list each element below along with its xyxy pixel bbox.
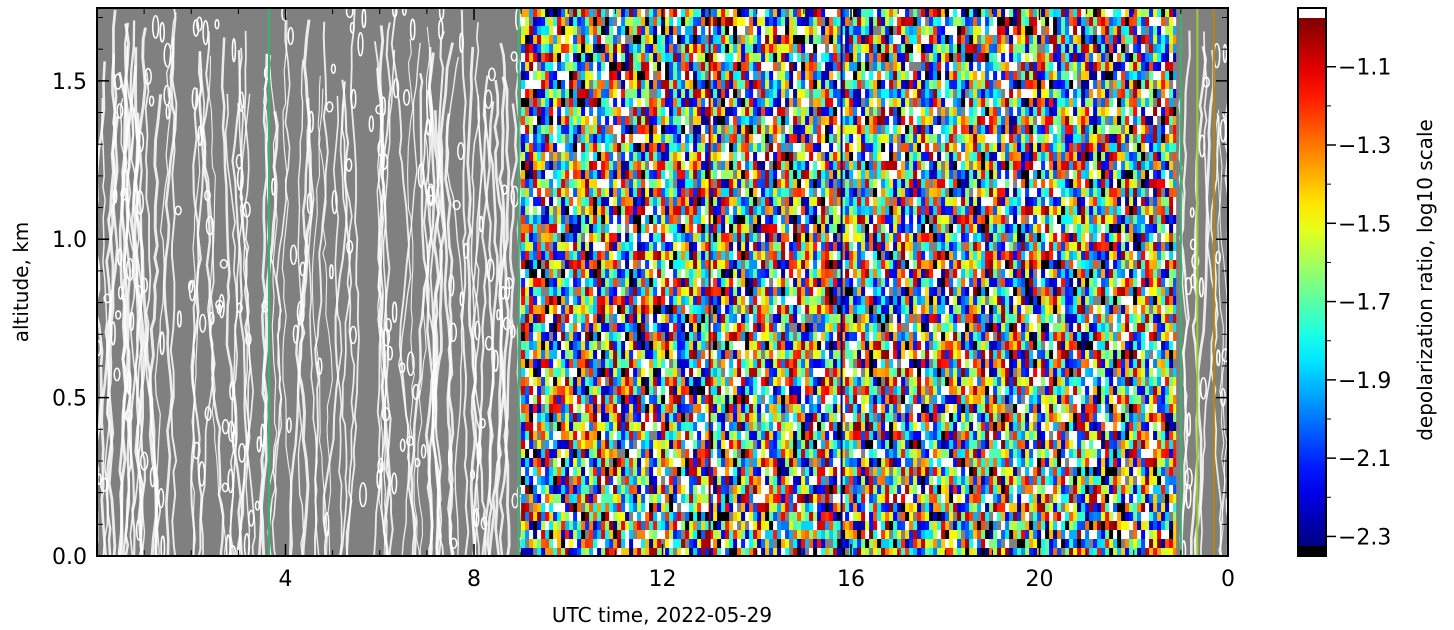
colorbar-tick-label: −1.1 [1338,56,1391,81]
region-no-data-grey-with-white-contours [1176,8,1228,556]
x-tick-label: 20 [1026,567,1054,592]
y-tick-label: 1.5 [52,70,87,95]
y-tick-label: 1.0 [52,228,87,253]
x-tick-label: 0 [1221,567,1235,592]
colorbar-frame [1297,7,1327,557]
colorbar-under-swatch [1298,546,1326,556]
x-tick-label: 8 [467,567,481,592]
x-tick-label: 12 [649,567,677,592]
axes: 4 8 12 16 20 0 0.0 0.5 1.0 1.5 [52,8,1235,592]
colorbar-label: depolarization ratio, log10 scale [1413,119,1437,441]
colorbar-over-swatch [1298,8,1326,18]
x-axis-label: UTC time, 2022-05-29 [552,603,772,627]
colorbar-tick-label: −1.9 [1338,369,1391,394]
colorbar: −1.1 −1.3 −1.5 −1.7 −1.9 −2.1 −2.3 [1297,7,1391,557]
colorbar-tick-label: −2.3 [1338,525,1391,550]
region-no-data-grey-with-white-contours [97,8,525,556]
y-axis-label: altitude, km [9,222,33,343]
colorbar-tick-label: −1.5 [1338,212,1391,237]
y-tick-label: 0.5 [52,387,87,412]
colorbar-tick-label: −1.7 [1338,291,1391,316]
region-noisy-depolarization [521,8,1178,556]
x-tick-label: 16 [837,567,865,592]
heatmap-plot-area [97,8,1228,556]
colorbar-gradient [1298,18,1326,546]
x-tick-label: 4 [279,567,293,592]
colorbar-tick-label: −2.1 [1338,447,1391,472]
y-tick-label: 0.0 [52,545,87,570]
colorbar-tick-label: −1.3 [1338,134,1391,159]
